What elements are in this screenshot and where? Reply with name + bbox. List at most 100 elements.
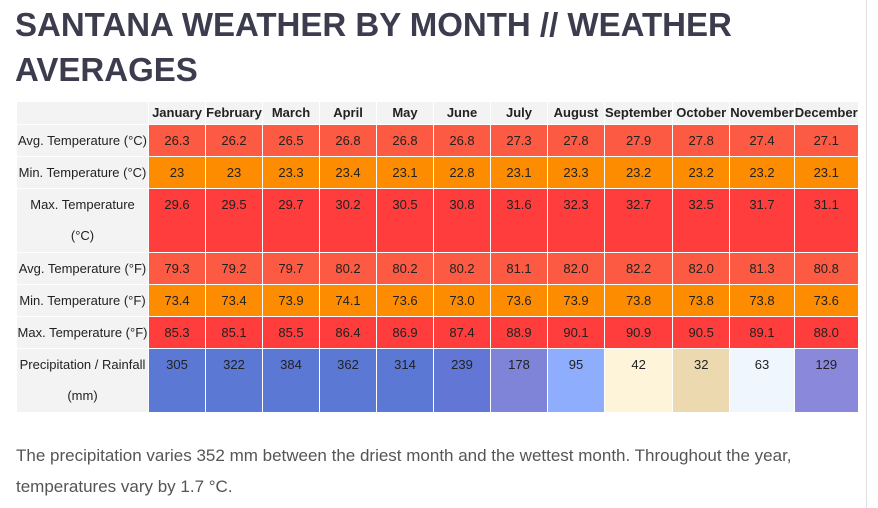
header-corner <box>16 101 149 125</box>
value-cell: 27.3 <box>490 124 548 157</box>
month-header: November <box>729 101 795 125</box>
value-cell: 88.9 <box>490 316 548 349</box>
value-cell: 23 <box>205 156 263 189</box>
value-cell: 86.4 <box>319 316 377 349</box>
value-cell: 82.0 <box>547 252 605 285</box>
value-cell: 89.1 <box>729 316 795 349</box>
month-header: August <box>547 101 605 125</box>
value-cell: 31.6 <box>490 188 548 253</box>
precip-cell: 322 <box>205 348 263 413</box>
precip-cell: 42 <box>603 348 674 413</box>
value-cell: 23.3 <box>547 156 605 189</box>
month-header: September <box>603 101 674 125</box>
value-cell: 29.5 <box>205 188 263 253</box>
value-cell: 73.4 <box>148 284 206 317</box>
value-cell: 23.1 <box>490 156 548 189</box>
weather-table: January February March April May June Ju… <box>16 101 859 413</box>
precip-cell: 314 <box>376 348 434 413</box>
value-cell: 85.5 <box>262 316 320 349</box>
month-header: January <box>148 101 206 125</box>
month-header: February <box>205 101 263 125</box>
value-cell: 74.1 <box>319 284 377 317</box>
value-cell: 73.0 <box>433 284 491 317</box>
precip-cell: 63 <box>729 348 795 413</box>
right-divider <box>866 0 867 508</box>
value-cell: 73.9 <box>262 284 320 317</box>
month-header: June <box>433 101 491 125</box>
row-label: Avg. Temperature (°F) <box>16 252 149 285</box>
month-header: December <box>793 101 859 125</box>
row-label: Min. Temperature (°C) <box>16 156 149 189</box>
value-cell: 32.5 <box>672 188 731 253</box>
value-cell: 73.8 <box>729 284 795 317</box>
row-precipitation: Precipitation / Rainfall (mm) 305 322 38… <box>16 348 859 413</box>
row-label: Precipitation / Rainfall (mm) <box>16 348 149 413</box>
precip-cell: 362 <box>319 348 377 413</box>
value-cell: 23.3 <box>262 156 320 189</box>
value-cell: 23.2 <box>672 156 731 189</box>
row-avg-temp-f: Avg. Temperature (°F) 79.3 79.2 79.7 80.… <box>16 252 859 285</box>
value-cell: 82.0 <box>672 252 731 285</box>
value-cell: 30.8 <box>433 188 491 253</box>
precip-cell: 129 <box>793 348 859 413</box>
row-avg-temp-c: Avg. Temperature (°C) 26.3 26.2 26.5 26.… <box>16 124 859 157</box>
value-cell: 85.1 <box>205 316 263 349</box>
value-cell: 81.1 <box>490 252 548 285</box>
value-cell: 26.5 <box>262 124 320 157</box>
precip-cell: 95 <box>547 348 605 413</box>
precip-cell: 384 <box>262 348 320 413</box>
value-cell: 27.8 <box>547 124 605 157</box>
value-cell: 26.3 <box>148 124 206 157</box>
value-cell: 73.8 <box>603 284 674 317</box>
value-cell: 27.4 <box>729 124 795 157</box>
row-min-temp-c: Min. Temperature (°C) 23 23 23.3 23.4 23… <box>16 156 859 189</box>
value-cell: 73.4 <box>205 284 263 317</box>
value-cell: 23.2 <box>729 156 795 189</box>
precip-cell: 178 <box>490 348 548 413</box>
month-header: July <box>490 101 548 125</box>
summary-text: The precipitation varies 352 mm between … <box>16 446 792 496</box>
value-cell: 73.6 <box>376 284 434 317</box>
value-cell: 79.7 <box>262 252 320 285</box>
precip-cell: 239 <box>433 348 491 413</box>
value-cell: 73.6 <box>490 284 548 317</box>
value-cell: 80.2 <box>319 252 377 285</box>
row-label: Max. Temperature (°F) <box>16 316 149 349</box>
value-cell: 23.2 <box>603 156 674 189</box>
value-cell: 87.4 <box>433 316 491 349</box>
row-max-temp-f: Max. Temperature (°F) 85.3 85.1 85.5 86.… <box>16 316 859 349</box>
value-cell: 29.7 <box>262 188 320 253</box>
month-header: May <box>376 101 434 125</box>
value-cell: 73.9 <box>547 284 605 317</box>
row-max-temp-c: Max. Temperature (°C) 29.6 29.5 29.7 30.… <box>16 188 859 253</box>
value-cell: 23.1 <box>793 156 859 189</box>
value-cell: 23.1 <box>376 156 434 189</box>
month-header: April <box>319 101 377 125</box>
value-cell: 73.8 <box>672 284 731 317</box>
value-cell: 31.1 <box>793 188 859 253</box>
value-cell: 29.6 <box>148 188 206 253</box>
value-cell: 80.8 <box>793 252 859 285</box>
value-cell: 80.2 <box>376 252 434 285</box>
value-cell: 26.8 <box>319 124 377 157</box>
precip-cell: 305 <box>148 348 206 413</box>
value-cell: 30.2 <box>319 188 377 253</box>
precip-cell: 32 <box>672 348 731 413</box>
value-cell: 26.2 <box>205 124 263 157</box>
month-header-row: January February March April May June Ju… <box>16 101 859 125</box>
row-label: Min. Temperature (°F) <box>16 284 149 317</box>
value-cell: 26.8 <box>433 124 491 157</box>
row-label: Avg. Temperature (°C) <box>16 124 149 157</box>
value-cell: 82.2 <box>603 252 674 285</box>
value-cell: 79.3 <box>148 252 206 285</box>
value-cell: 73.6 <box>793 284 859 317</box>
page-title: SANTANA WEATHER BY MONTH // WEATHER AVER… <box>15 6 732 88</box>
value-cell: 31.7 <box>729 188 795 253</box>
value-cell: 79.2 <box>205 252 263 285</box>
month-header: March <box>262 101 320 125</box>
value-cell: 90.5 <box>672 316 731 349</box>
value-cell: 27.1 <box>793 124 859 157</box>
value-cell: 26.8 <box>376 124 434 157</box>
value-cell: 30.5 <box>376 188 434 253</box>
